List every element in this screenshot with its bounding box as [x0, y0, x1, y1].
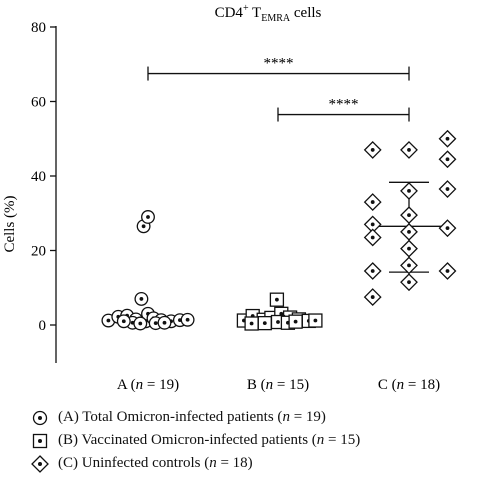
legend-item-b: (B) Vaccinated Omicron-infected patients…: [30, 429, 360, 452]
y-tick-label: 40: [31, 169, 46, 185]
y-tick-label: 20: [31, 244, 46, 260]
diamond-point: [400, 239, 418, 258]
y-tick-label: 80: [31, 20, 46, 36]
diamond-point: [363, 141, 382, 159]
diamond-point: [400, 181, 418, 200]
significance-brackets: **** ****: [147, 56, 410, 122]
diamond-point: [438, 150, 457, 169]
circle-point: [133, 316, 148, 331]
diamond-point: [400, 256, 418, 275]
circle-point: [180, 312, 195, 327]
diamond-point: [363, 193, 382, 211]
circle-point: [157, 315, 172, 330]
square-point: [269, 292, 285, 307]
chart-title: CD4+ TEMRA cells: [215, 3, 322, 24]
square-point: [257, 315, 272, 331]
x-tick-label: C (n = 18): [378, 377, 440, 393]
diamond-point: [438, 129, 457, 148]
axes: 0 20 40 60 80 A (n = 19) B (n = 15) C (n = 18): [31, 20, 440, 393]
diamond-point: [363, 288, 382, 306]
diamond-point: [400, 273, 418, 292]
x-tick-label: B (n = 15): [247, 377, 309, 393]
y-tick-label: 60: [31, 95, 46, 111]
diamond-point: [438, 219, 457, 238]
legend-label-c: (C) Uninfected controls (n = 18): [58, 455, 253, 471]
circle-point: [116, 314, 131, 329]
diamond-point: [400, 206, 418, 225]
significance-label: ****: [329, 97, 359, 113]
diamond-point: [438, 180, 457, 198]
diamond-point: [400, 141, 418, 159]
legend: (A) Total Omicron-infected patients (n =…: [30, 406, 360, 475]
x-tick-label: A (n = 19): [117, 377, 179, 393]
square-point: [308, 313, 323, 328]
legend-item-a: (A) Total Omicron-infected patients (n =…: [30, 406, 360, 429]
legend-item-c: (C) Uninfected controls (n = 18): [30, 452, 360, 475]
data-points: [101, 129, 457, 331]
legend-label-b: (B) Vaccinated Omicron-infected patients…: [58, 432, 361, 448]
circle-point: [134, 291, 149, 306]
circle-marker-icon: [32, 410, 48, 425]
square-marker-icon: [32, 433, 48, 448]
legend-label-a: (A) Total Omicron-infected patients (n =…: [58, 409, 326, 425]
diamond-marker-icon: [31, 454, 49, 473]
square-point: [244, 316, 259, 331]
diamond-point: [438, 262, 457, 280]
circle-point: [141, 210, 155, 224]
y-axis-label: Cells (%): [2, 195, 18, 252]
y-tick-label: 0: [39, 318, 47, 334]
square-point: [288, 314, 303, 329]
diamond-point: [363, 262, 382, 280]
significance-label: ****: [264, 56, 294, 72]
diamond-point: [363, 228, 382, 247]
